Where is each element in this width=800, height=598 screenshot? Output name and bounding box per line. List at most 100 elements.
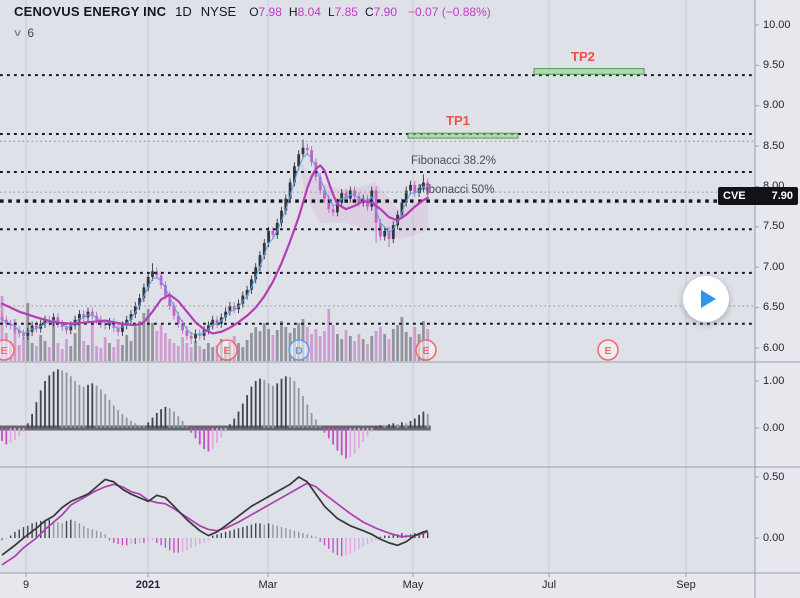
indicator2-bar: [289, 529, 291, 538]
indicator1-bar: [155, 412, 158, 428]
indicator1-bar: [396, 424, 399, 428]
tp1-label[interactable]: TP1: [446, 113, 470, 128]
indicator1-bar: [78, 384, 81, 428]
indicator1-bar: [125, 417, 128, 428]
earnings-marker[interactable]: E: [0, 339, 15, 361]
indicator2-bar: [276, 525, 278, 538]
indicator1-bar: [336, 428, 339, 451]
indicator2-bar: [379, 536, 382, 538]
indicator2-bar: [341, 538, 343, 557]
symbol-title[interactable]: CENOVUS ENERGY INC: [14, 4, 167, 19]
indicator2-bar: [267, 523, 270, 538]
indicator2-bar: [216, 534, 218, 538]
indicator2-bar: [388, 535, 390, 538]
ma-fast-path: [1, 153, 429, 336]
indicator1-bar: [379, 425, 382, 428]
indicator1-bar: [138, 425, 141, 428]
candle-body: [185, 330, 189, 336]
symbol-header: CENOVUS ENERGY INC 1D NYSE O7.98 H8.04 L…: [12, 4, 491, 40]
price-tick-label: 10.00: [763, 18, 791, 31]
volume-bar: [194, 341, 197, 361]
exchange-label[interactable]: NYSE: [200, 4, 237, 19]
indicator2-bar: [401, 533, 403, 538]
earnings-marker[interactable]: E: [415, 339, 437, 361]
fib-50-label[interactable]: Fibonacci 50%: [419, 184, 495, 196]
dividend-marker[interactable]: D: [288, 339, 310, 361]
candle-body: [82, 314, 86, 318]
candle-body: [207, 325, 210, 331]
volume-bar: [404, 332, 408, 361]
indicator1-bar: [203, 428, 205, 450]
candle-body: [318, 176, 322, 191]
marker-circle[interactable]: [0, 339, 15, 361]
marker-circle[interactable]: [597, 339, 619, 361]
indicator1-bar: [18, 428, 21, 437]
indicator1-bar: [250, 386, 253, 428]
price-axis[interactable]: 10.00 9.50 9.00 8.50 8.00 7.50 7.00 6.50 6.00 1.0…: [756, 0, 800, 573]
bottom-axis-background: [0, 573, 800, 598]
indicator2-bar: [392, 534, 394, 538]
indicator1-bar: [160, 409, 162, 428]
indicator1-bar: [323, 428, 326, 433]
chevron-down-icon[interactable]: ∨: [12, 27, 23, 39]
marker-circle[interactable]: [415, 339, 437, 361]
indicator1-bar: [327, 428, 330, 439]
tp-bands[interactable]: [407, 68, 645, 139]
price-tick-label: 9.50: [763, 58, 785, 71]
play-button[interactable]: [683, 276, 729, 322]
indicators-collapse-row[interactable]: ∨ 6: [12, 26, 491, 40]
volume-bar: [344, 330, 348, 361]
time-axis[interactable]: 9 2021 Mar May Jul Sep: [0, 574, 800, 598]
marker-circle[interactable]: [288, 339, 310, 361]
indicator1-bar: [220, 428, 223, 438]
indicator1-bar: [297, 388, 300, 428]
indicator2-bar: [48, 519, 50, 538]
candle-body: [211, 319, 215, 326]
indicator2-bar: [108, 538, 111, 541]
volume-bar: [207, 343, 210, 361]
indicator1-bar: [117, 410, 119, 428]
close-label: C: [364, 5, 374, 19]
volume-bar: [262, 323, 266, 361]
indicator1-bar: [254, 381, 257, 428]
indicator2-bar: [18, 529, 20, 538]
indicator1-bar: [1, 428, 3, 442]
indicator1-bar: [237, 411, 240, 428]
indicator2-bar: [233, 529, 235, 538]
candle-body: [121, 325, 124, 332]
volume-bar: [396, 325, 399, 361]
candle-body: [422, 182, 425, 189]
indicator2-bar: [375, 538, 377, 541]
indicator1-bar: [233, 418, 236, 428]
volume-bar: [366, 344, 369, 361]
fib-382-label[interactable]: Fibonacci 38.2%: [411, 155, 497, 167]
indicator1-bar: [69, 376, 72, 428]
tp2-label[interactable]: TP2: [571, 49, 595, 64]
marker-letter: E: [422, 345, 429, 357]
indicator2-bar: [310, 535, 313, 538]
candle-body: [26, 331, 30, 336]
timeframe-selector[interactable]: 1D: [175, 4, 192, 19]
indicator2-bar: [1, 538, 3, 541]
indicator2-magenta-line: [1, 482, 428, 566]
earnings-marker[interactable]: E: [216, 339, 238, 361]
tp1-band[interactable]: [407, 132, 519, 139]
indicator2-dark-line: [1, 476, 428, 556]
volume-bar: [56, 343, 60, 361]
indicator1-bar: [95, 385, 98, 428]
indicator2-bar: [319, 538, 321, 542]
indicator-count: 6: [27, 26, 35, 40]
open-label: O: [249, 5, 259, 19]
volume-bar: [361, 339, 365, 361]
volume-bar: [39, 335, 43, 361]
marker-circle[interactable]: [216, 339, 238, 361]
indicator1-bar: [198, 428, 201, 445]
tp2-band[interactable]: [533, 68, 645, 75]
volume-bar: [99, 348, 103, 361]
earnings-marker[interactable]: E: [597, 339, 619, 361]
high-label: H: [288, 5, 298, 19]
volume-bar: [172, 343, 176, 361]
